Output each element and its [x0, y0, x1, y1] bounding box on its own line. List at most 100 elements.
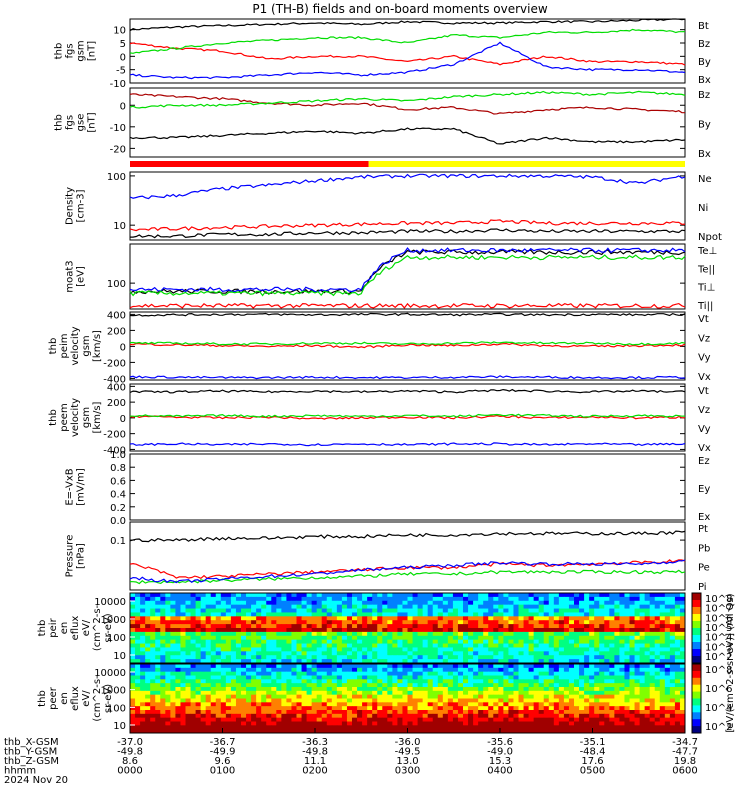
heatmap-cell — [674, 671, 681, 676]
heatmap-cell — [493, 608, 499, 613]
heatmap-cell — [478, 671, 484, 676]
heatmap-cell — [321, 635, 328, 641]
heatmap-cell — [246, 721, 252, 726]
heatmap-cell — [533, 620, 540, 625]
heatmap-cell — [301, 620, 308, 625]
heatmap-cell — [478, 667, 484, 673]
heatmap-cell — [574, 698, 580, 703]
heatmap-cell — [266, 671, 272, 676]
heatmap-cell — [170, 683, 176, 688]
heatmap-cell — [478, 725, 484, 730]
heatmap-cell — [624, 647, 630, 652]
heatmap-cell — [346, 659, 353, 664]
heatmap-cell — [624, 725, 630, 730]
heatmap-cell — [523, 600, 530, 606]
heatmap-cell — [271, 593, 277, 598]
heatmap-cell — [604, 671, 610, 676]
heatmap-cell — [574, 687, 580, 692]
series-line-Ni — [130, 228, 686, 239]
heatmap-cell — [644, 593, 651, 598]
heatmap-cell — [331, 643, 338, 648]
heatmap-cell — [503, 706, 509, 711]
colorbar-swatch — [692, 642, 701, 650]
series-line-Bt — [129, 18, 686, 32]
heatmap-cell — [634, 639, 641, 645]
heatmap-cell — [256, 706, 262, 711]
heatmap-cell — [644, 664, 651, 669]
legend-By: By — [698, 120, 711, 131]
heatmap-cell — [558, 608, 565, 613]
heatmap-cell — [498, 635, 504, 641]
heatmap-cell — [155, 729, 161, 734]
heatmap-cell — [220, 725, 227, 730]
heatmap-cell — [619, 600, 625, 606]
heatmap-cell — [331, 655, 338, 660]
heatmap-cell — [447, 698, 454, 703]
heatmap-cell — [190, 651, 197, 656]
heatmap-cell — [579, 721, 585, 726]
heatmap-cell — [266, 612, 272, 617]
ylabel-line: thb — [37, 690, 48, 707]
heatmap-cell — [644, 631, 651, 637]
heatmap-cell — [523, 717, 530, 722]
heatmap-cell — [457, 694, 464, 699]
heatmap-cell — [589, 694, 595, 699]
heatmap-cell — [271, 639, 277, 645]
heatmap-cell — [452, 643, 459, 648]
heatmap-cell — [135, 713, 141, 719]
heatmap-cell — [483, 721, 489, 726]
heatmap-cell — [155, 683, 161, 688]
heatmap-cell — [235, 616, 242, 621]
heatmap-cell — [644, 725, 651, 730]
heatmap-cell — [669, 713, 676, 719]
heatmap-cell — [548, 713, 555, 719]
heatmap-cell — [478, 659, 484, 664]
heatmap-cell — [377, 710, 383, 715]
heatmap-cell — [488, 687, 494, 692]
heatmap-cell — [251, 702, 257, 707]
heatmap-cell — [609, 593, 615, 598]
heatmap-cell — [336, 713, 343, 719]
heatmap-cell — [513, 604, 519, 610]
heatmap-cell — [407, 612, 414, 617]
heatmap-cell — [584, 616, 590, 621]
heatmap-cell — [574, 694, 580, 699]
heatmap-cell — [316, 631, 323, 637]
heatmap-cell — [614, 604, 620, 610]
heatmap-cell — [296, 698, 303, 703]
heatmap-cell — [463, 690, 469, 696]
heatmap-cell — [150, 706, 156, 711]
heatmap-cell — [130, 600, 136, 606]
heatmap-cell — [155, 664, 161, 669]
heatmap-cell — [261, 690, 267, 696]
heatmap-cell — [316, 651, 323, 656]
heatmap-cell — [185, 651, 192, 656]
heatmap-cell — [407, 713, 414, 719]
heatmap-cell — [271, 600, 277, 606]
heatmap-cell — [256, 710, 262, 715]
series-line-Bz — [129, 93, 686, 115]
heatmap-cell — [362, 593, 368, 598]
heatmap-cell — [679, 604, 686, 610]
heatmap-cell — [225, 596, 232, 602]
heatmap-cell — [528, 687, 535, 692]
heatmap-cell — [321, 631, 328, 637]
heatmap-cell — [291, 616, 297, 621]
heatmap-cell — [674, 721, 681, 726]
heatmap-cell — [639, 593, 646, 598]
heatmap-cell — [165, 694, 171, 699]
heatmap-cell — [629, 628, 636, 633]
heatmap-cell — [155, 631, 161, 637]
heatmap-cell — [210, 624, 217, 629]
heatmap-cell — [306, 694, 313, 699]
heatmap-cell — [483, 624, 489, 629]
heatmap-cell — [488, 608, 494, 613]
heatmap-cell — [457, 729, 464, 734]
heatmap-cell — [291, 608, 297, 613]
heatmap-cell — [402, 690, 408, 696]
heatmap-cell — [301, 679, 308, 684]
heatmap-cell — [372, 624, 378, 629]
heatmap-cell — [225, 725, 232, 730]
heatmap-cell — [276, 694, 282, 699]
heatmap-cell — [528, 593, 535, 598]
